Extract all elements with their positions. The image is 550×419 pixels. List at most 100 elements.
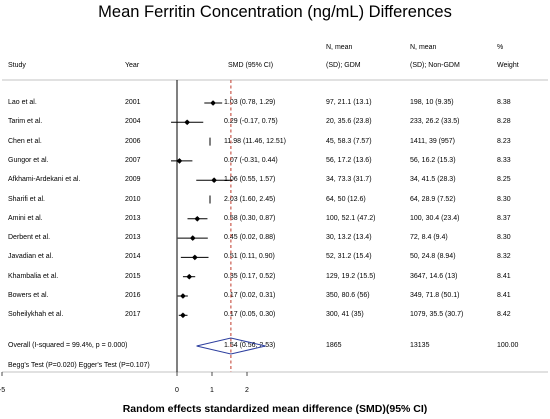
study-year: 2004 [125, 118, 141, 126]
study-smd-ci: 0.35 (0.17, 0.52) [224, 272, 276, 280]
study-gdm: 64, 50 (12.6) [326, 195, 366, 203]
study-point [180, 312, 186, 319]
study-name: Bowers et al. [8, 292, 49, 299]
study-nongdm: 56, 16.2 (15.3) [410, 156, 456, 164]
study-weight: 8.23 [497, 137, 511, 145]
study-name: Soheilykhah et al. [8, 311, 64, 319]
overall-smd-ci: 1.54 (0.56, 2.53) [224, 342, 276, 349]
study-nongdm: 64, 28.9 (7.52) [410, 195, 456, 203]
study-year: 2009 [125, 176, 141, 184]
header-weight-line2: Weight [497, 62, 519, 69]
overall-weight: 100.00 [497, 342, 519, 349]
overall-diamond [196, 337, 266, 355]
study-weight: 8.28 [497, 118, 511, 126]
study-weight: 8.42 [497, 311, 511, 319]
study-name: Amini et al. [8, 214, 43, 222]
study-weight: 8.30 [497, 234, 511, 242]
overall-label: Overall (I-squared = 99.4%, p = 0.000) [8, 342, 128, 349]
study-smd-ci: 0.51 (0.11, 0.90) [224, 253, 275, 261]
study-name: Khambalia et al. [8, 272, 59, 280]
study-smd-ci: 0.17 (0.05, 0.30) [224, 311, 276, 319]
study-smd-ci: 0.07 (-0.31, 0.44) [224, 156, 278, 164]
study-smd-ci: 0.17 (0.02, 0.31) [224, 292, 276, 299]
x-tick-label: -5 [0, 387, 5, 394]
overall-gdm: 1865 [326, 342, 342, 349]
study-name: Tarim et al. [8, 118, 43, 126]
study-smd-ci: 1.06 (0.55, 1.57) [224, 176, 276, 184]
header-year: Year [125, 62, 140, 69]
study-gdm: 20, 35.6 (23.8) [326, 118, 372, 126]
study-year: 2016 [125, 292, 141, 299]
study-point [176, 158, 183, 164]
study-gdm: 34, 73.3 (31.7) [326, 176, 372, 184]
study-name: Chen et al. [8, 137, 42, 145]
study-gdm: 300, 41 (35) [326, 311, 364, 319]
study-nongdm: 349, 71.8 (50.1) [410, 292, 460, 299]
study-gdm: 52, 31.2 (15.4) [326, 253, 372, 261]
study-weight: 8.41 [497, 292, 511, 299]
study-point [184, 119, 190, 126]
header-weight-line1: % [497, 44, 504, 51]
study-smd-ci: 0.58 (0.30, 0.87) [224, 214, 276, 222]
study-nongdm: 3647, 14.6 (13) [410, 272, 458, 280]
chart-title: Mean Ferritin Concentration (ng/mL) Diff… [98, 3, 452, 21]
study-nongdm: 233, 26.2 (33.5) [410, 118, 460, 126]
study-point [192, 254, 198, 261]
study-year: 2015 [125, 272, 141, 280]
study-point [180, 293, 186, 299]
study-gdm: 30, 13.2 (13.4) [326, 234, 372, 242]
study-point [211, 177, 217, 183]
study-name: Gungor et al. [8, 156, 49, 164]
x-tick-label: 1 [210, 387, 214, 394]
header-gdm-line1: N, mean [326, 44, 353, 51]
study-gdm: 129, 19.2 (15.5) [326, 272, 376, 280]
study-smd-ci: 2.03 (1.60, 2.45) [224, 195, 276, 203]
study-nongdm: 50, 24.8 (8.94) [410, 253, 456, 261]
study-year: 2010 [125, 195, 141, 203]
header-study: Study [8, 62, 26, 69]
study-gdm: 350, 80.6 (56) [326, 292, 370, 299]
x-tick-label: 0 [175, 387, 179, 394]
study-smd-ci: 1.03 (0.78, 1.29) [224, 99, 276, 106]
study-smd-ci: 11.98 (11.46, 12.51) [224, 137, 287, 145]
study-name: Javadian et al. [8, 253, 54, 261]
study-nongdm: 34, 41.5 (28.3) [410, 176, 456, 184]
study-weight: 8.41 [497, 272, 511, 280]
study-point [210, 100, 216, 106]
study-smd-ci: 0.45 (0.02, 0.88) [224, 234, 276, 242]
study-gdm: 97, 21.1 (13.1) [326, 99, 372, 106]
study-year: 2006 [125, 137, 141, 145]
header-nongdm-line1: N, mean [410, 44, 437, 51]
header-smd: SMD (95% CI) [228, 62, 274, 69]
study-gdm: 56, 17.2 (13.6) [326, 156, 372, 164]
study-year: 2014 [125, 253, 141, 261]
study-year: 2013 [125, 234, 141, 242]
study-weight: 8.37 [497, 214, 511, 222]
study-name: Sharifi et al. [8, 195, 45, 203]
overall-nongdm: 13135 [410, 342, 430, 349]
study-point [194, 216, 201, 222]
study-name: Afkhami-Ardekani et al. [8, 176, 81, 184]
study-year: 2013 [125, 214, 141, 222]
study-weight: 8.33 [497, 156, 511, 164]
study-name: Lao et al. [8, 99, 37, 106]
study-weight: 8.30 [497, 195, 511, 203]
study-smd-ci: 0.29 (-0.17, 0.75) [224, 118, 278, 126]
study-nongdm: 198, 10 (9.35) [410, 99, 454, 106]
study-weight: 8.25 [497, 176, 511, 184]
study-nongdm: 1411, 39 (957) [410, 137, 456, 145]
study-year: 2007 [125, 156, 141, 164]
footnote: Begg's Test (P=0.020) Egger's Test (P=0.… [8, 362, 150, 369]
x-axis-title: Random effects standardized mean differe… [122, 403, 428, 415]
header-nongdm-line2: (SD); Non-GDM [410, 62, 460, 69]
study-weight: 8.38 [497, 99, 511, 106]
study-gdm: 100, 52.1 (47.2) [326, 214, 376, 222]
study-nongdm: 1079, 35.5 (30.7) [410, 311, 464, 319]
study-point [189, 235, 196, 241]
study-name: Derbent et al. [8, 234, 51, 242]
study-nongdm: 100, 30.4 (23.4) [410, 214, 460, 222]
x-tick-label: 2 [245, 387, 249, 394]
study-weight: 8.32 [497, 253, 511, 261]
header-gdm-line2: (SD); GDM [326, 62, 361, 69]
